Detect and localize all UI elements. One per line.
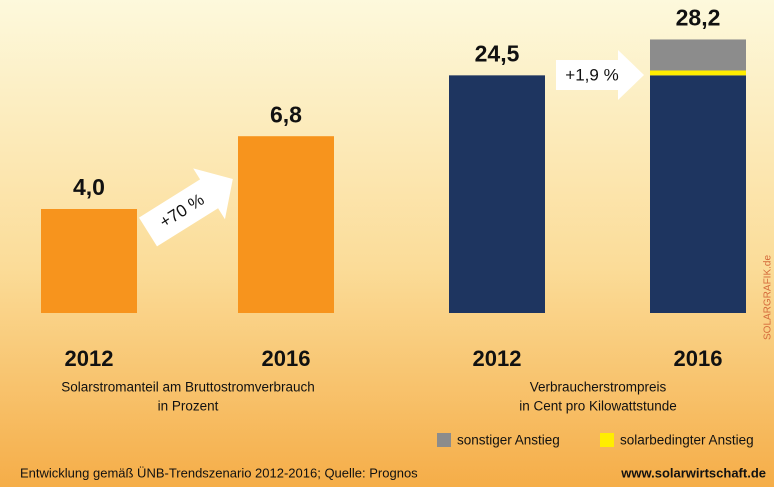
arrow: +1,9 %: [556, 50, 644, 100]
bar-segment: [449, 75, 545, 313]
value-label: 4,0: [73, 174, 105, 200]
watermark: SOLARGRAFIK.de: [763, 255, 774, 340]
axis-label: Solarstromanteil am Bruttostromverbrauch: [61, 380, 315, 395]
footer-note: Entwicklung gemäß ÜNB-Trendszenario 2012…: [20, 465, 418, 480]
bar-segment: [650, 70, 746, 76]
x-tick-label: 2016: [262, 346, 311, 371]
bar: [41, 209, 137, 313]
bar-segment: [650, 39, 746, 71]
arrow-shape: [138, 168, 233, 247]
legend-label: solarbedingter Anstieg: [620, 433, 754, 448]
x-tick-label: 2016: [674, 346, 723, 371]
x-tick-label: 2012: [65, 346, 114, 371]
axis-label: in Cent pro Kilowattstunde: [519, 399, 677, 414]
arrow-shape: [556, 50, 644, 100]
legend-swatch: [437, 433, 451, 447]
total-label: 28,2: [676, 5, 721, 31]
legend-swatch: [600, 433, 614, 447]
legend-label: sonstiger Anstieg: [457, 433, 560, 448]
axis-label: Verbraucherstrompreis: [530, 380, 667, 395]
x-tick-label: 2012: [473, 346, 522, 371]
bar: [238, 136, 334, 313]
footer-website: www.solarwirtschaft.de: [620, 465, 766, 480]
bar-segment: [650, 75, 746, 313]
annotation: +1,9 %: [565, 65, 618, 84]
total-label: 24,5: [475, 40, 520, 66]
axis-label: in Prozent: [158, 399, 219, 414]
value-label: 6,8: [270, 101, 302, 127]
